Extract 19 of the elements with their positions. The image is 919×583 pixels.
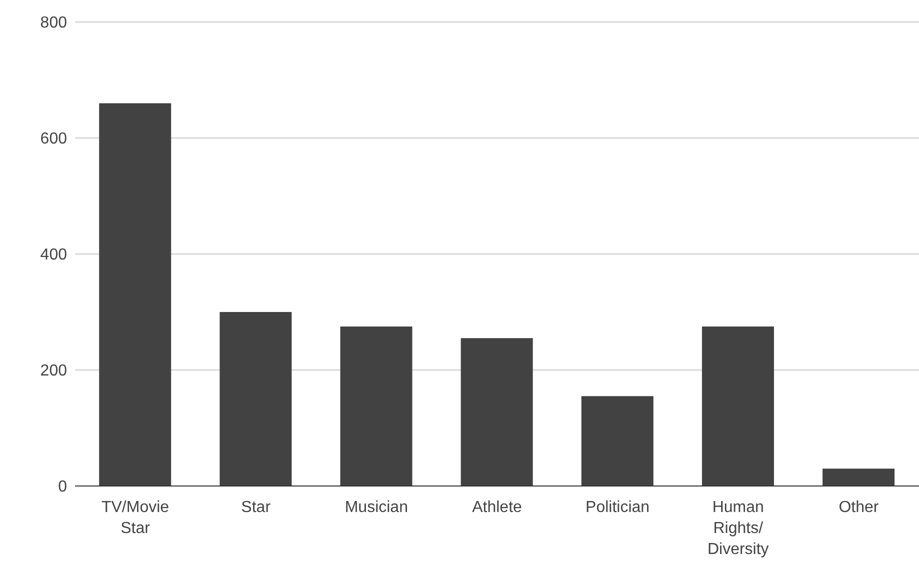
y-tick-label: 600 — [40, 130, 68, 148]
x-tick-label: TV/Movie Star — [101, 499, 170, 537]
x-tick-label: Human Rights/ Diversity — [707, 499, 769, 558]
bar — [99, 103, 172, 486]
bar — [702, 326, 774, 486]
y-tick-label: 0 — [58, 478, 68, 496]
x-tick-label: Star — [241, 499, 272, 516]
bar — [340, 326, 412, 486]
bar — [581, 396, 654, 486]
y-tick-label: 800 — [40, 14, 68, 32]
bar — [220, 312, 292, 486]
y-tick-label: 400 — [40, 246, 68, 264]
bar — [822, 468, 895, 486]
x-tick-label: Politician — [586, 499, 650, 516]
bar — [460, 338, 533, 486]
x-tick-label: Athlete — [472, 499, 522, 516]
x-tick-label: Other — [838, 499, 880, 516]
x-tick-label: Musician — [344, 499, 408, 516]
y-tick-label: 200 — [40, 362, 68, 380]
